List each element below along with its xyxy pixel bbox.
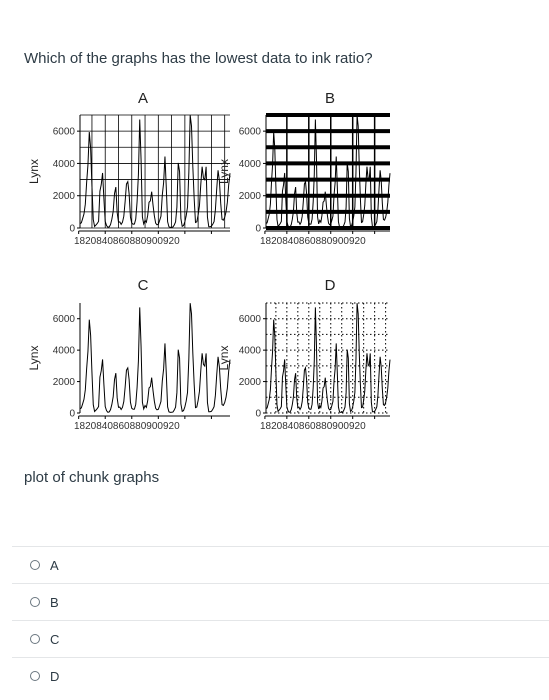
panel-title: B	[325, 90, 335, 107]
series-line	[265, 303, 391, 413]
radio-d[interactable]	[30, 671, 40, 681]
choice-a[interactable]: A	[12, 546, 549, 583]
y-tick-label: 2000	[239, 191, 262, 202]
y-axis-label: Lynx	[217, 159, 231, 184]
x-tick-labels: 1820840860880900920	[74, 236, 180, 247]
y-axis-label: Lynx	[27, 159, 41, 184]
radio-b[interactable]	[30, 597, 40, 607]
y-tick-label: 0	[255, 224, 261, 235]
x-tick-labels: 1820840860880900920	[260, 421, 366, 432]
series-line	[79, 303, 231, 413]
panel-b: B Lynx 0 2000 4000 6000 1820840860880900920	[217, 90, 391, 247]
question-text: Which of the graphs has the lowest data …	[24, 50, 373, 67]
series-line	[265, 115, 391, 228]
y-tick-label: 4000	[53, 346, 76, 357]
x-tick-labels: 1820840860880900920	[260, 236, 366, 247]
y-tick-label: 6000	[239, 127, 262, 138]
answer-choices: A B C D	[12, 546, 549, 694]
figure-caption: plot of chunk graphs	[24, 469, 160, 486]
y-tick-label: 6000	[53, 127, 76, 138]
panel-c: C Lynx 0 2000 4000 6000 1820840860880900920	[27, 277, 231, 432]
y-tick-label: 2000	[53, 191, 76, 202]
y-tick-label: 4000	[239, 159, 262, 170]
y-tick-label: 2000	[239, 377, 262, 388]
choice-b-label: B	[50, 594, 59, 610]
y-tick-label: 0	[255, 409, 261, 420]
choice-a-label: A	[50, 557, 59, 573]
choice-c[interactable]: C	[12, 620, 549, 657]
y-tick-label: 6000	[239, 314, 262, 325]
y-tick-label: 4000	[53, 159, 76, 170]
choice-d[interactable]: D	[12, 657, 549, 694]
choice-c-label: C	[50, 631, 60, 647]
choice-d-label: D	[50, 668, 60, 684]
panel-title: C	[138, 277, 149, 294]
y-axis-label: Lynx	[27, 346, 41, 371]
series-line	[79, 115, 231, 228]
y-tick-label: 0	[69, 409, 75, 420]
panel-d: D Lynx 0 2000 4000 6000 1820840860880900920	[217, 277, 391, 432]
panel-title: A	[138, 90, 148, 107]
radio-c[interactable]	[30, 634, 40, 644]
choice-b[interactable]: B	[12, 583, 549, 620]
panel-title: D	[325, 277, 336, 294]
panel-a: A Lynx 0 2000 4000 6000 1820840860880900920	[27, 90, 231, 247]
y-tick-label: 4000	[239, 346, 262, 357]
x-tick-labels: 1820840860880900920	[74, 421, 180, 432]
radio-a[interactable]	[30, 560, 40, 570]
y-axis-label: Lynx	[217, 346, 231, 371]
y-tick-label: 0	[69, 224, 75, 235]
chart-figure: A Lynx 0 2000 4000 6000 1820840860880900920 B Ly…	[27, 90, 391, 432]
y-tick-label: 2000	[53, 377, 76, 388]
y-tick-label: 6000	[53, 314, 76, 325]
